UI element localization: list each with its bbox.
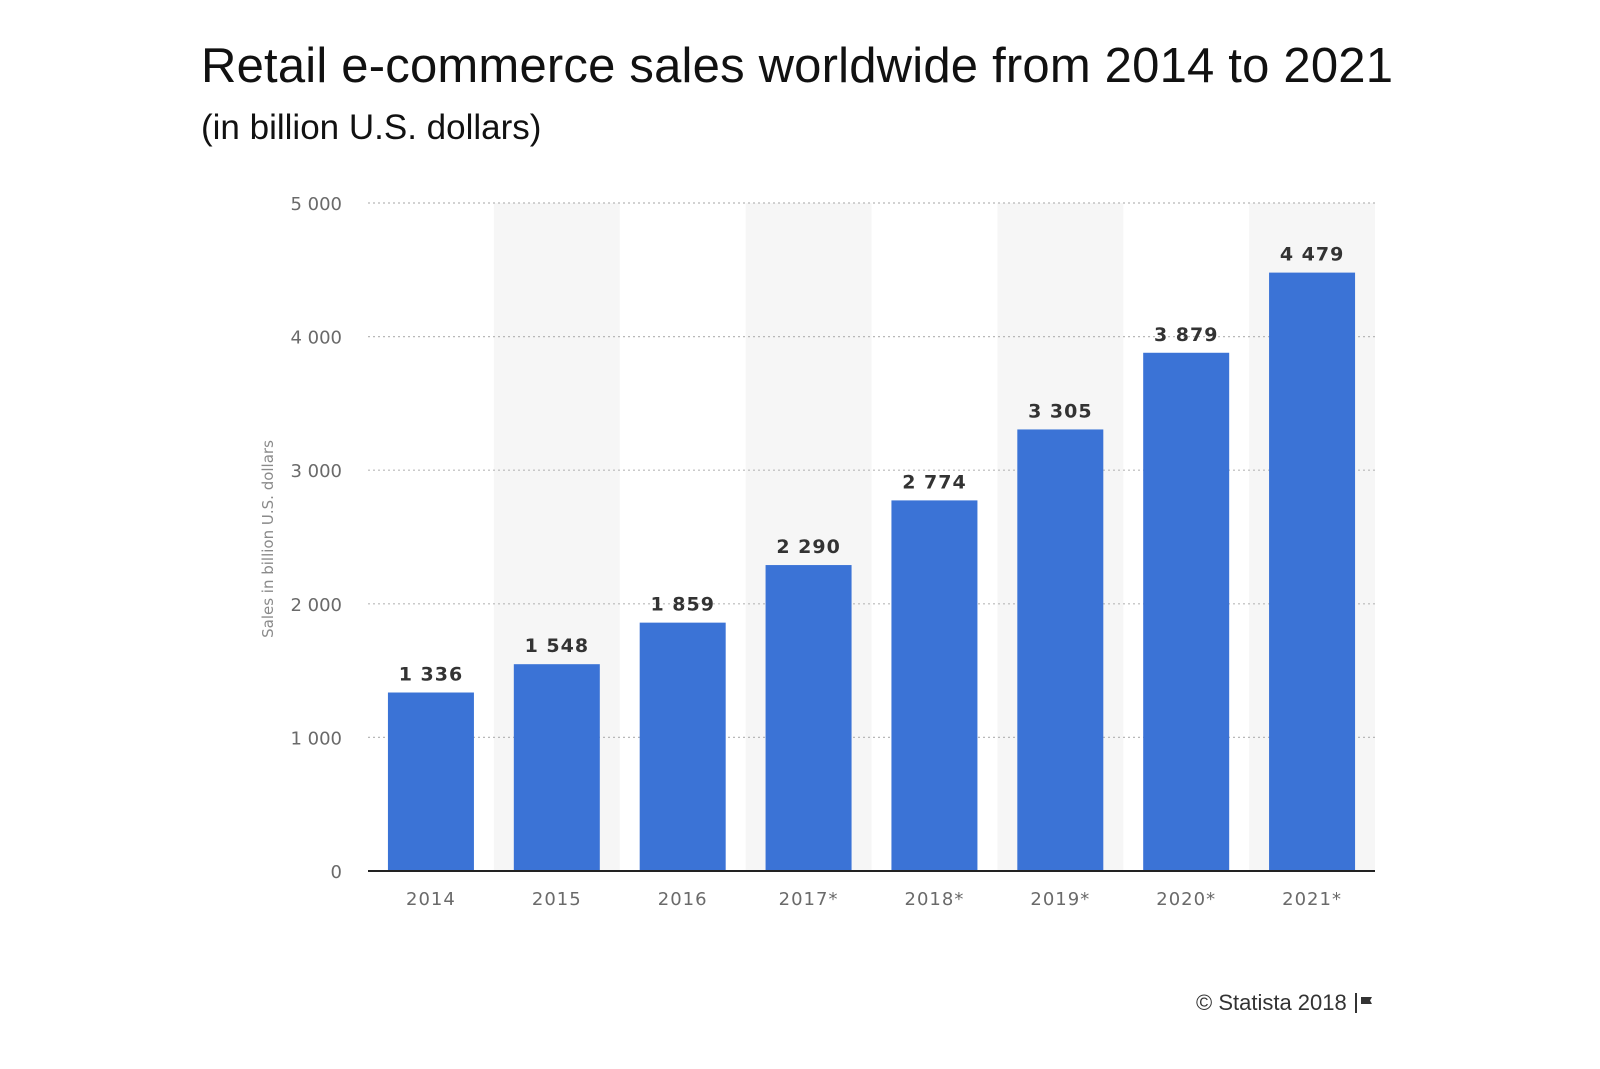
data-label: 2 290 [776, 536, 841, 558]
copyright-text: © Statista 2018 [1196, 990, 1347, 1015]
bar [891, 500, 978, 871]
x-tick-label: 2021* [1282, 889, 1342, 910]
copyright-notice[interactable]: © Statista 2018 [1196, 990, 1374, 1016]
x-tick-label: 2020* [1156, 889, 1216, 910]
y-tick-label: 1 000 [290, 728, 342, 749]
bar [1017, 429, 1104, 871]
data-label: 4 479 [1280, 244, 1345, 266]
bar-chart: 0 1 000 2 000 3 000 4 000 5 000 1 336 1 548 1 8… [259, 194, 1375, 910]
x-tick-label: 2014 [406, 889, 456, 910]
bar [765, 565, 852, 871]
y-axis-title: Sales in billion U.S. dollars [259, 440, 277, 638]
data-label: 1 336 [399, 664, 464, 686]
bar [513, 664, 600, 871]
x-tick-label: 2016 [658, 889, 708, 910]
x-axis-ticks: 2014 2015 2016 2017* 2018* 2019* 2020* 2021* [406, 889, 1342, 910]
y-tick-label: 5 000 [290, 194, 342, 215]
x-tick-label: 2018* [905, 889, 965, 910]
data-label: 1 859 [650, 594, 715, 616]
chart-subtitle: (in billion U.S. dollars) [201, 108, 542, 147]
x-tick-label: 2017* [779, 889, 839, 910]
y-tick-label: 0 [331, 862, 342, 883]
bar [639, 622, 726, 871]
chart-title: Retail e-commerce sales worldwide from 2… [201, 39, 1394, 93]
bar [1143, 352, 1230, 871]
y-tick-label: 2 000 [290, 595, 342, 616]
flag-icon[interactable] [1360, 996, 1374, 1010]
y-axis-ticks: 0 1 000 2 000 3 000 4 000 5 000 [290, 194, 342, 883]
data-label: 1 548 [525, 635, 590, 657]
bars [387, 272, 1356, 871]
copyright-separator [1354, 993, 1357, 1013]
data-label: 3 879 [1154, 324, 1219, 346]
y-tick-label: 4 000 [290, 328, 342, 349]
x-tick-label: 2019* [1030, 889, 1090, 910]
bar [387, 692, 474, 871]
bar [1269, 272, 1356, 871]
data-label: 3 305 [1028, 400, 1093, 422]
x-tick-label: 2015 [532, 889, 582, 910]
y-tick-label: 3 000 [290, 461, 342, 482]
data-label: 2 774 [902, 471, 967, 493]
data-labels: 1 336 1 548 1 859 2 290 2 774 3 305 3 879 4 479 [399, 244, 1345, 686]
